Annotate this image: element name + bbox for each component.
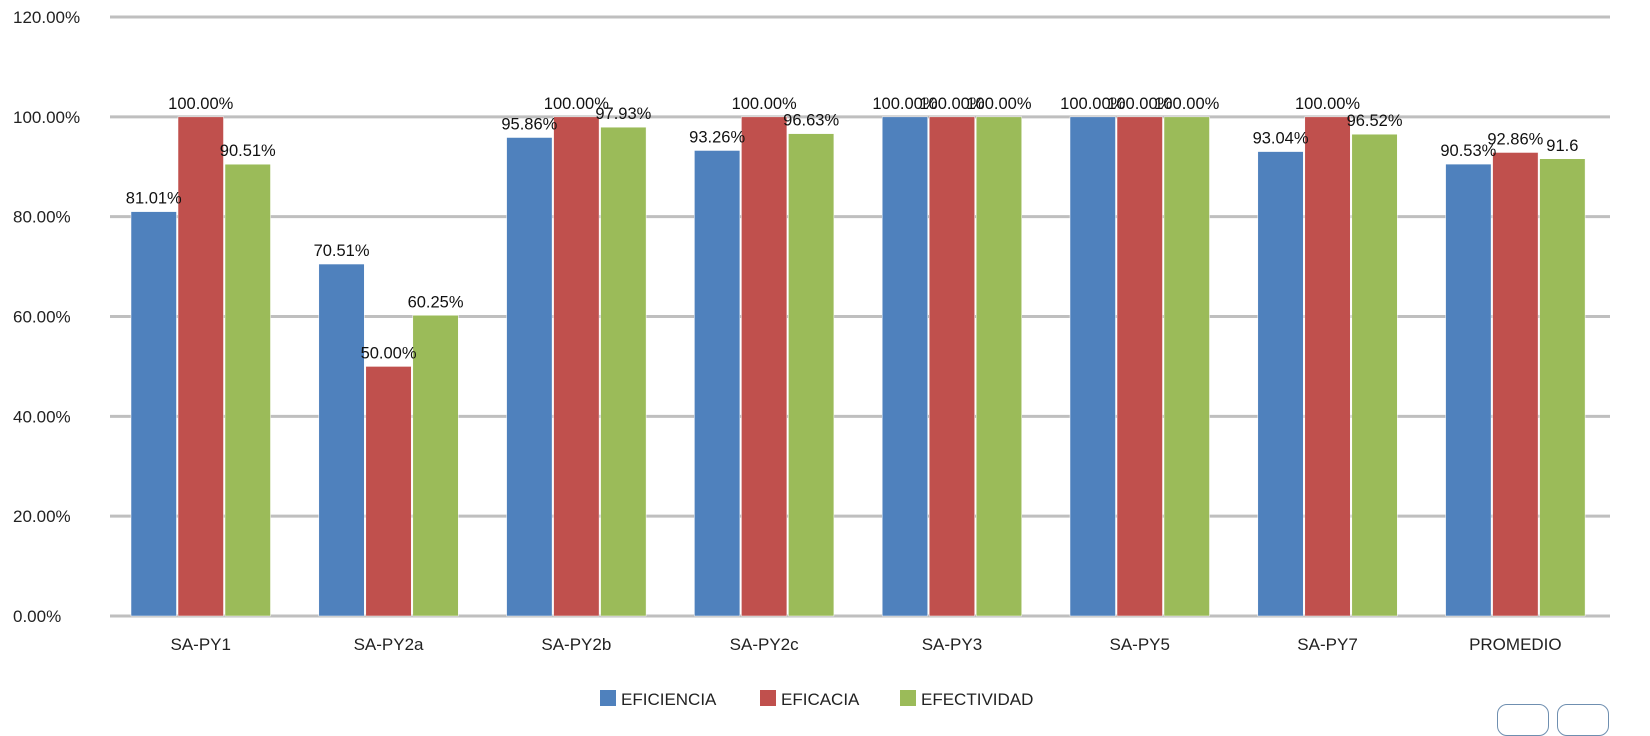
bar-eficacia: [928, 116, 975, 617]
x-tick-label: SA-PY2c: [730, 635, 799, 654]
data-label: 93.04%: [1253, 130, 1309, 148]
data-label: 100.00%: [966, 95, 1031, 113]
x-axis-ticks: SA-PY1 SA-PY2a SA-PY2b SA-PY2c SA-PY3 SA-PY5 S…: [171, 635, 1562, 654]
x-tick-label: SA-PY7: [1297, 635, 1357, 654]
data-label: 92.86%: [1487, 130, 1543, 148]
bar-efectividad: [600, 126, 647, 617]
bar-eficiencia: [881, 116, 928, 617]
bar-eficacia: [553, 116, 600, 617]
bar-eficiencia: [1069, 116, 1116, 617]
data-labels: 81.01% 100.00% 90.51% 70.51% 50.00% 60.25% 95.…: [126, 95, 1579, 363]
data-label: 95.86%: [501, 115, 557, 133]
bar-eficacia: [1304, 116, 1351, 617]
bar-eficacia: [177, 116, 224, 617]
data-label: 100.00%: [168, 95, 233, 113]
x-tick-label: PROMEDIO: [1469, 635, 1562, 654]
bar-efectividad: [1539, 158, 1586, 617]
bars: [130, 116, 1586, 617]
x-tick-label: SA-PY3: [922, 635, 982, 654]
data-label: 100.00%: [1295, 95, 1360, 113]
y-tick-label: 0.00%: [13, 607, 61, 626]
y-tick-label: 20.00%: [13, 507, 71, 526]
data-label: 70.51%: [314, 242, 370, 260]
legend-swatch: [760, 690, 776, 706]
bar-efectividad: [1351, 133, 1398, 617]
data-label: 100.00%: [1060, 95, 1125, 113]
bar-eficiencia: [1257, 151, 1304, 617]
bar-chart: 0.00% 20.00% 40.00% 60.00% 80.00% 100.00% 120.…: [13, 8, 1610, 709]
bar-eficiencia: [1445, 163, 1492, 617]
bar-eficiencia: [318, 263, 365, 617]
bar-efectividad: [412, 315, 459, 617]
bar-eficacia: [741, 116, 788, 617]
legend-label: EFECTIVIDAD: [921, 690, 1033, 709]
y-tick-label: 100.00%: [13, 108, 80, 127]
data-label: 96.63%: [783, 112, 839, 130]
bar-efectividad: [975, 116, 1022, 617]
legend-swatch: [900, 690, 916, 706]
data-label: 50.00%: [361, 344, 417, 362]
legend: EFICIENCIA EFICACIA EFECTIVIDAD: [600, 690, 1033, 709]
data-label: 100.00%: [544, 95, 609, 113]
data-label: 100.00%: [872, 95, 937, 113]
x-tick-label: SA-PY2a: [354, 635, 424, 654]
data-label: 90.53%: [1440, 142, 1496, 160]
corner-button-left[interactable]: [1497, 704, 1549, 736]
data-label: 96.52%: [1347, 112, 1403, 130]
y-tick-label: 80.00%: [13, 208, 71, 227]
y-axis-ticks: 0.00% 20.00% 40.00% 60.00% 80.00% 100.00% 120.…: [13, 8, 80, 626]
bar-efectividad: [1163, 116, 1210, 617]
x-tick-label: SA-PY1: [171, 635, 231, 654]
bar-eficacia: [1116, 116, 1163, 617]
data-label: 91.6: [1546, 137, 1578, 155]
bar-eficacia: [365, 366, 412, 617]
data-label: 97.93%: [595, 105, 651, 123]
y-tick-label: 120.00%: [13, 8, 80, 27]
y-tick-label: 40.00%: [13, 407, 71, 426]
data-label: 100.00%: [1154, 95, 1219, 113]
data-label: 60.25%: [408, 293, 464, 311]
x-tick-label: SA-PY2b: [541, 635, 611, 654]
y-tick-label: 60.00%: [13, 308, 71, 327]
bar-eficiencia: [506, 137, 553, 617]
data-label: 100.00%: [919, 95, 984, 113]
data-label: 100.00%: [732, 95, 797, 113]
legend-label: EFICIENCIA: [621, 690, 717, 709]
bar-efectividad: [224, 163, 271, 617]
data-label: 93.26%: [689, 128, 745, 146]
bar-eficiencia: [130, 211, 177, 617]
bar-eficiencia: [694, 150, 741, 617]
bar-eficacia: [1492, 152, 1539, 617]
corner-button-right[interactable]: [1557, 704, 1609, 736]
bar-efectividad: [788, 133, 835, 617]
x-tick-label: SA-PY5: [1110, 635, 1170, 654]
legend-swatch: [600, 690, 616, 706]
data-label: 90.51%: [220, 142, 276, 160]
data-label: 100.00%: [1107, 95, 1172, 113]
legend-label: EFICACIA: [781, 690, 860, 709]
data-label: 81.01%: [126, 190, 182, 208]
